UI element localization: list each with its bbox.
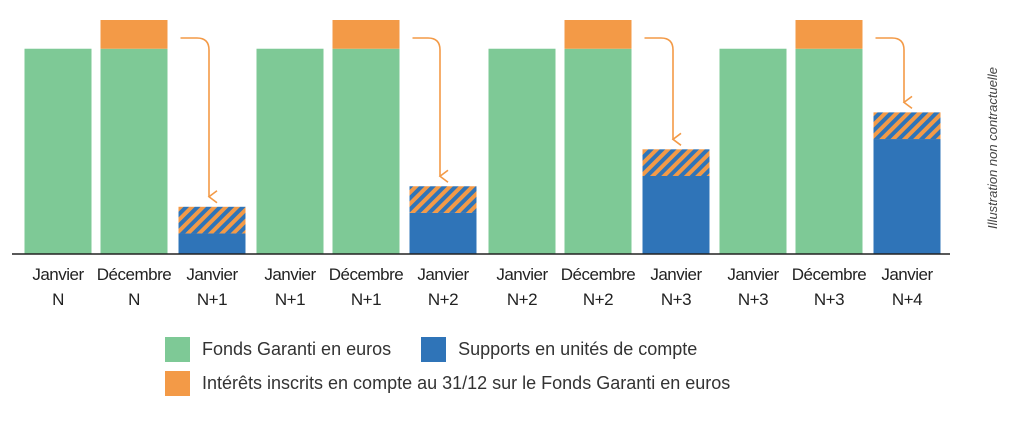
x-tick-label: N+3 [661, 290, 691, 309]
x-tick-label: Décembre [97, 265, 171, 284]
transfer-arrow [180, 37, 218, 204]
side-note: Illustration non contractuelle [985, 67, 1000, 229]
bar-8-series-1 [642, 176, 710, 254]
bar-10-series-2 [795, 20, 863, 49]
x-tick-label: N+1 [275, 290, 305, 309]
bar-7-series-2 [564, 20, 632, 49]
legend: Fonds Garanti en euros Supports en unité… [165, 336, 760, 404]
legend-swatch-supports-uc [421, 336, 447, 362]
x-tick-label: N+1 [351, 290, 381, 309]
bar-3-series-0 [256, 48, 324, 254]
x-tick-label: Décembre [792, 265, 866, 284]
x-tick-label: N+2 [428, 290, 458, 309]
x-tick-label: Décembre [329, 265, 403, 284]
x-tick-label: Janvier [32, 265, 84, 284]
bar-7-series-0 [564, 48, 632, 254]
x-tick-label: Janvier [186, 265, 238, 284]
x-tick-label: Janvier [727, 265, 779, 284]
x-tick-label: N+1 [197, 290, 227, 309]
bar-1-series-2 [100, 20, 168, 49]
bar-5-series-2 [409, 186, 477, 213]
legend-swatch-fonds-garanti [165, 336, 190, 362]
bar-0-series-0 [24, 48, 92, 254]
bar-2-series-1 [178, 233, 246, 254]
bar-9-series-0 [719, 48, 787, 254]
bar-11-series-2 [873, 112, 941, 140]
x-tick-label: Décembre [561, 265, 635, 284]
x-tick-label: N+2 [583, 290, 613, 309]
legend-swatch-interets [165, 370, 190, 396]
x-tick-label: N+2 [507, 290, 537, 309]
transfer-arrow [412, 37, 449, 183]
bar-8-series-2 [642, 149, 710, 176]
x-tick-label: Janvier [881, 265, 933, 284]
bar-4-series-0 [332, 48, 400, 254]
legend-label-fonds-garanti: Fonds Garanti en euros [202, 338, 392, 359]
bar-2-series-2 [178, 206, 246, 234]
stacked-bar-chart: Janvier N Décembre N Janvier N+1 Janvier N+1 Déc… [12, 20, 1000, 309]
transfer-arrow [644, 37, 682, 146]
bar-5-series-1 [409, 212, 477, 254]
x-tick-label: N+3 [814, 290, 844, 309]
legend-label-interets: Intérêts inscrits en compte au 31/12 sur… [202, 372, 731, 393]
x-tick-labels: Janvier N Décembre N Janvier N+1 Janvier N+1 Déc… [32, 265, 934, 309]
bar-4-series-2 [332, 20, 400, 49]
bar-10-series-0 [795, 48, 863, 254]
bars-group [24, 20, 941, 254]
x-tick-label: Janvier [264, 265, 316, 284]
bar-6-series-0 [488, 48, 556, 254]
arrows-group [180, 37, 913, 204]
legend-row: Intérêts inscrits en compte au 31/12 sur… [165, 370, 760, 396]
x-tick-label: N [52, 290, 64, 309]
legend-row: Fonds Garanti en euros Supports en unité… [165, 336, 760, 362]
x-tick-label: N [128, 290, 140, 309]
legend-label-supports-uc: Supports en unités de compte [458, 338, 698, 359]
x-tick-label: N+3 [738, 290, 768, 309]
x-tick-label: Janvier [417, 265, 469, 284]
x-tick-label: Janvier [650, 265, 702, 284]
bar-11-series-1 [873, 139, 941, 254]
bar-1-series-0 [100, 48, 168, 254]
x-tick-label: Janvier [496, 265, 548, 284]
x-tick-label: N+4 [892, 290, 922, 309]
transfer-arrow [875, 37, 913, 110]
